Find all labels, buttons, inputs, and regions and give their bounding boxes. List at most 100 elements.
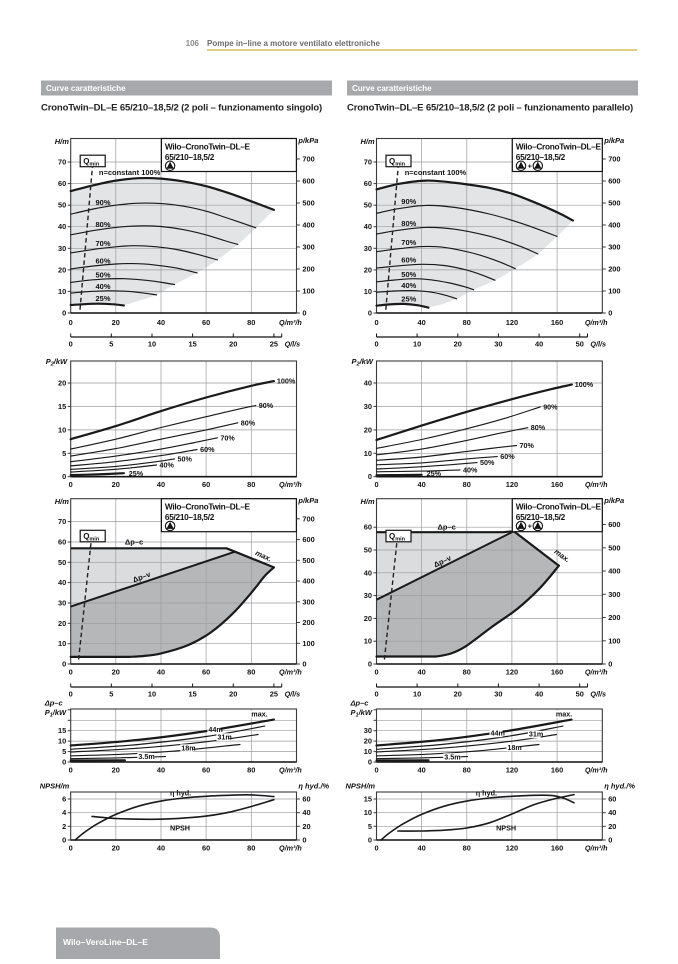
svg-text:120: 120 xyxy=(506,844,518,853)
svg-text:0: 0 xyxy=(69,844,73,853)
svg-text:0: 0 xyxy=(62,660,66,669)
svg-text:18m: 18m xyxy=(181,743,195,752)
svg-text:50%: 50% xyxy=(96,270,111,279)
svg-text:p/kPa: p/kPa xyxy=(603,136,624,145)
svg-text:Q/m³/h: Q/m³/h xyxy=(279,318,302,327)
svg-text:0: 0 xyxy=(374,668,378,677)
svg-text:60: 60 xyxy=(202,766,210,775)
svg-text:20: 20 xyxy=(364,265,372,274)
svg-text:H/m: H/m xyxy=(55,137,69,146)
svg-text:Q/m³/h: Q/m³/h xyxy=(585,480,608,489)
svg-text:Q/m³/h: Q/m³/h xyxy=(279,844,302,853)
svg-text:200: 200 xyxy=(302,265,314,274)
svg-text:400: 400 xyxy=(608,567,620,576)
svg-text:Wilo–CronoTwin–DL–E: Wilo–CronoTwin–DL–E xyxy=(516,502,602,512)
svg-text:Q/m³/h: Q/m³/h xyxy=(585,318,608,327)
svg-text:500: 500 xyxy=(608,199,620,208)
svg-text:31m: 31m xyxy=(217,732,231,741)
svg-text:70: 70 xyxy=(364,158,372,167)
svg-text:3.5m: 3.5m xyxy=(138,752,154,761)
svg-text:NPSH/m: NPSH/m xyxy=(346,782,376,791)
svg-text:60: 60 xyxy=(58,538,66,547)
svg-text:80: 80 xyxy=(463,844,471,853)
svg-text:40%: 40% xyxy=(401,281,416,290)
svg-text:70: 70 xyxy=(58,517,66,526)
svg-text:160: 160 xyxy=(551,480,563,489)
svg-text:600: 600 xyxy=(608,520,620,529)
svg-text:700: 700 xyxy=(608,155,620,164)
svg-text:40: 40 xyxy=(157,318,165,327)
svg-text:60: 60 xyxy=(58,179,66,188)
svg-text:10: 10 xyxy=(364,637,372,646)
svg-text:20: 20 xyxy=(454,690,462,699)
svg-text:CronoTwin–DL–E 65/210–18,5/2 (: CronoTwin–DL–E 65/210–18,5/2 (2 poli – f… xyxy=(41,103,322,114)
svg-text:10: 10 xyxy=(58,639,66,648)
svg-text:160: 160 xyxy=(551,668,563,677)
svg-text:500: 500 xyxy=(302,199,314,208)
svg-text:70%: 70% xyxy=(220,433,235,442)
svg-text:η hyd.: η hyd. xyxy=(476,789,497,798)
svg-text:60%: 60% xyxy=(96,256,111,265)
svg-text:80: 80 xyxy=(247,844,255,853)
svg-text:Q/m³/h: Q/m³/h xyxy=(279,766,302,775)
svg-text:20: 20 xyxy=(58,379,66,388)
svg-text:H/m: H/m xyxy=(55,497,69,506)
svg-text:20: 20 xyxy=(608,822,616,831)
svg-text:20: 20 xyxy=(58,619,66,628)
svg-text:20: 20 xyxy=(302,822,310,831)
svg-text:40: 40 xyxy=(157,668,165,677)
svg-text:50: 50 xyxy=(576,690,584,699)
svg-text:25: 25 xyxy=(270,340,278,349)
svg-text:18m: 18m xyxy=(507,743,521,752)
svg-text:5: 5 xyxy=(109,340,113,349)
svg-text:Δp–c: Δp–c xyxy=(44,699,64,708)
svg-text:0: 0 xyxy=(62,758,66,767)
svg-text:90%: 90% xyxy=(543,402,558,411)
svg-text:100%: 100% xyxy=(277,377,296,386)
svg-text:30: 30 xyxy=(364,726,372,735)
svg-text:50: 50 xyxy=(576,340,584,349)
svg-text:120: 120 xyxy=(506,766,518,775)
svg-text:120: 120 xyxy=(506,480,518,489)
svg-text:0: 0 xyxy=(368,836,372,845)
svg-text:Qmin: Qmin xyxy=(389,157,406,168)
svg-text:600: 600 xyxy=(302,535,314,544)
svg-text:5: 5 xyxy=(368,822,372,831)
svg-text:60: 60 xyxy=(364,179,372,188)
svg-text:30: 30 xyxy=(364,591,372,600)
svg-text:0: 0 xyxy=(368,660,372,669)
svg-text:400: 400 xyxy=(302,577,314,586)
svg-text:40: 40 xyxy=(417,844,425,853)
svg-text:44m: 44m xyxy=(491,729,505,738)
svg-text:0: 0 xyxy=(302,836,306,845)
svg-text:6: 6 xyxy=(62,795,66,804)
svg-text:70%: 70% xyxy=(520,441,535,450)
svg-text:40: 40 xyxy=(608,808,616,817)
svg-text:H/m: H/m xyxy=(361,137,376,146)
svg-text:p/kPa: p/kPa xyxy=(297,496,318,505)
svg-text:25%: 25% xyxy=(427,469,442,478)
svg-text:Wilo–VeroLine–DL–E: Wilo–VeroLine–DL–E xyxy=(63,937,148,947)
svg-text:Curve caratteristiche: Curve caratteristiche xyxy=(46,84,126,93)
svg-text:0: 0 xyxy=(69,480,73,489)
svg-text:400: 400 xyxy=(302,221,314,230)
svg-text:Wilo–CronoTwin–DL–E: Wilo–CronoTwin–DL–E xyxy=(165,502,251,512)
svg-text:20: 20 xyxy=(229,690,237,699)
svg-text:70: 70 xyxy=(58,158,66,167)
svg-text:100: 100 xyxy=(608,636,620,645)
svg-text:30: 30 xyxy=(494,690,502,699)
svg-text:60%: 60% xyxy=(200,445,215,454)
svg-text:η hyd.: η hyd. xyxy=(170,789,191,798)
svg-text:0: 0 xyxy=(368,309,372,318)
svg-text:0: 0 xyxy=(374,340,378,349)
svg-text:NPSH: NPSH xyxy=(496,823,516,832)
svg-text:30: 30 xyxy=(58,599,66,608)
svg-text:60: 60 xyxy=(608,795,616,804)
svg-text:NPSH: NPSH xyxy=(170,823,190,832)
svg-text:0: 0 xyxy=(302,309,306,318)
svg-text:40: 40 xyxy=(364,222,372,231)
svg-text:10: 10 xyxy=(413,340,421,349)
svg-text:Wilo–CronoTwin–DL–E: Wilo–CronoTwin–DL–E xyxy=(165,142,251,152)
svg-text:20: 20 xyxy=(364,614,372,623)
svg-text:Wilo–CronoTwin–DL–E: Wilo–CronoTwin–DL–E xyxy=(516,142,602,152)
